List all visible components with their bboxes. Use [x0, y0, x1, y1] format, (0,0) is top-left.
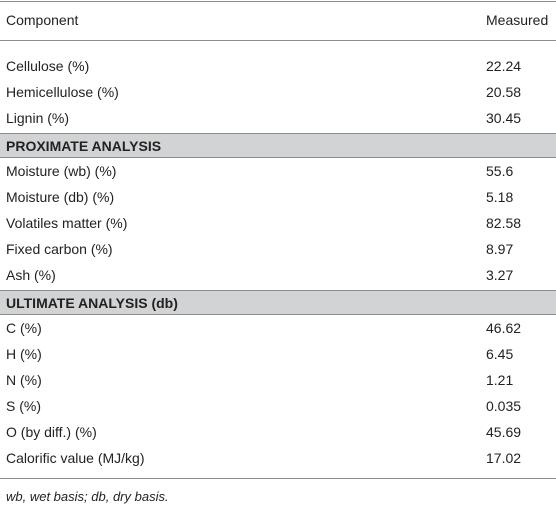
row-value: 55.6	[486, 163, 514, 179]
header-cell: Measured	[486, 12, 549, 28]
row-value: 22.24	[486, 58, 522, 74]
row-value: 0.035	[486, 398, 522, 414]
row-label: S (%)	[6, 398, 41, 414]
footnote: wb, wet basis; db, dry basis.	[6, 489, 169, 504]
row-value: 8.97	[486, 241, 514, 257]
row-label: Moisture (db) (%)	[6, 189, 115, 205]
top-rule	[0, 1, 556, 2]
row-value: 45.69	[486, 424, 522, 440]
row-value: 1.21	[486, 372, 514, 388]
header-cell: Component	[6, 12, 79, 28]
row-label: H (%)	[6, 346, 42, 362]
row-value: 6.45	[486, 346, 514, 362]
row-value: 82.58	[486, 215, 522, 231]
row-value: 30.45	[486, 110, 522, 126]
row-value: 3.27	[486, 267, 514, 283]
row-label: Volatiles matter (%)	[6, 215, 128, 231]
row-value: 46.62	[486, 320, 522, 336]
bottom-rule	[0, 478, 556, 479]
row-label: O (by diff.) (%)	[6, 424, 97, 440]
section-band: ULTIMATE ANALYSIS (db)	[0, 290, 556, 315]
row-label: Cellulose (%)	[6, 58, 90, 74]
row-label: C (%)	[6, 320, 42, 336]
header-rule	[0, 40, 556, 41]
row-label: Moisture (wb) (%)	[6, 163, 117, 179]
row-label: N (%)	[6, 372, 42, 388]
section-title: ULTIMATE ANALYSIS (db)	[6, 295, 178, 311]
row-label: Hemicellulose (%)	[6, 84, 119, 100]
row-value: 20.58	[486, 84, 522, 100]
row-label: Lignin (%)	[6, 110, 70, 126]
section-band: PROXIMATE ANALYSIS	[0, 133, 556, 158]
section-title: PROXIMATE ANALYSIS	[6, 138, 162, 154]
row-value: 5.18	[486, 189, 514, 205]
row-label: Fixed carbon (%)	[6, 241, 113, 257]
row-value: 17.02	[486, 450, 522, 466]
row-label: Calorific value (MJ/kg)	[6, 450, 145, 466]
row-label: Ash (%)	[6, 267, 56, 283]
